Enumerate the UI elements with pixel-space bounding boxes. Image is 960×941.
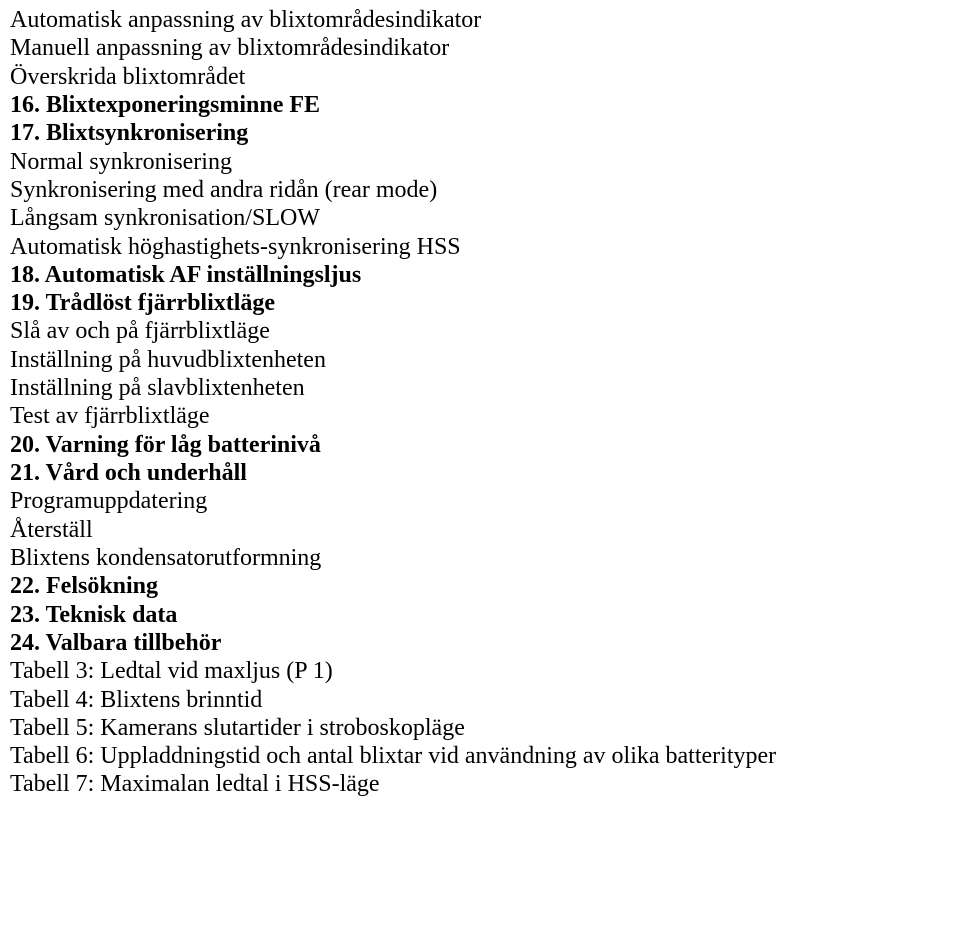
toc-heading: 18. Automatisk AF inställningsljus — [10, 261, 950, 289]
text-line: Test av fjärrblixtläge — [10, 402, 950, 430]
text-line: Blixtens kondensatorutformning — [10, 544, 950, 572]
text-line: Inställning på huvudblixtenheten — [10, 346, 950, 374]
toc-heading: 22. Felsökning — [10, 572, 950, 600]
toc-heading: 21. Vård och underhåll — [10, 459, 950, 487]
text-line: Tabell 3: Ledtal vid maxljus (P 1) — [10, 657, 950, 685]
text-line: Tabell 5: Kamerans slutartider i strobos… — [10, 714, 950, 742]
toc-heading: 20. Varning för låg batterinivå — [10, 431, 950, 459]
text-line: Överskrida blixtområdet — [10, 63, 950, 91]
toc-heading: 19. Trådlöst fjärrblixtläge — [10, 289, 950, 317]
text-line: Manuell anpassning av blixtområdesindika… — [10, 34, 950, 62]
text-line: Tabell 4: Blixtens brinntid — [10, 686, 950, 714]
text-line: Automatisk anpassning av blixtområdesind… — [10, 6, 950, 34]
toc-heading: 24. Valbara tillbehör — [10, 629, 950, 657]
toc-heading: 23. Teknisk data — [10, 601, 950, 629]
text-line: Återställ — [10, 516, 950, 544]
text-line: Inställning på slavblixtenheten — [10, 374, 950, 402]
toc-heading: 17. Blixtsynkronisering — [10, 119, 950, 147]
text-line: Programuppdatering — [10, 487, 950, 515]
text-line: Slå av och på fjärrblixtläge — [10, 317, 950, 345]
text-line: Långsam synkronisation/SLOW — [10, 204, 950, 232]
toc-heading: 16. Blixtexponeringsminne FE — [10, 91, 950, 119]
document-page: Automatisk anpassning av blixtområdesind… — [0, 0, 960, 809]
text-line: Automatisk höghastighets-synkronisering … — [10, 233, 950, 261]
text-line: Tabell 7: Maximalan ledtal i HSS-läge — [10, 770, 950, 798]
text-line: Normal synkronisering — [10, 148, 950, 176]
text-line: Tabell 6: Uppladdningstid och antal blix… — [10, 742, 950, 770]
text-line: Synkronisering med andra ridån (rear mod… — [10, 176, 950, 204]
